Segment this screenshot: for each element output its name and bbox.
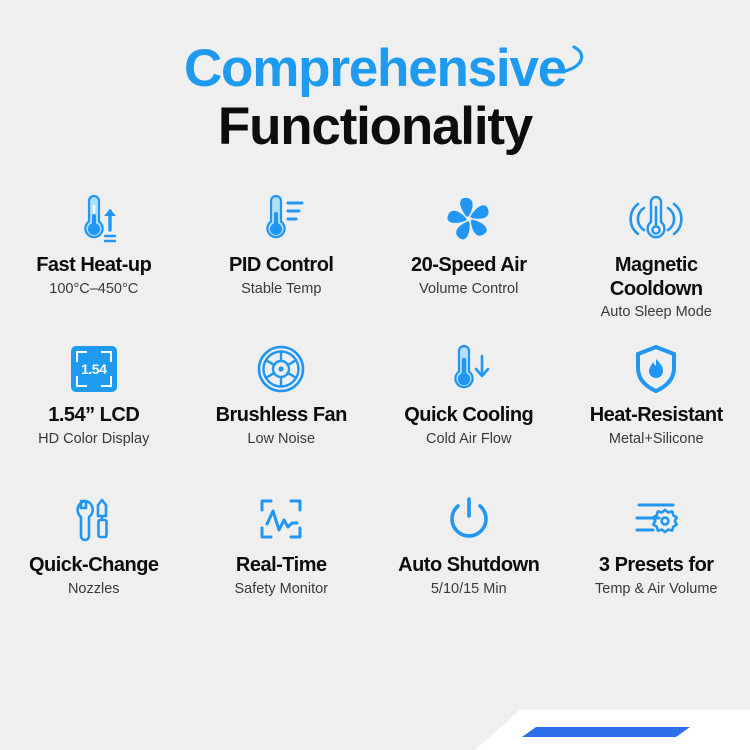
bottom-decoration bbox=[0, 710, 750, 750]
feature-title: PID Control bbox=[229, 254, 334, 277]
feature-title: Auto Shutdown bbox=[398, 554, 540, 577]
corner-bracket-top-right-icon bbox=[100, 351, 112, 363]
title-arc-decoration bbox=[563, 45, 584, 73]
feature-subtitle: 5/10/15 Min bbox=[430, 580, 507, 597]
feature-title: Quick Cooling bbox=[404, 404, 534, 427]
feature-title: Heat-Resistant bbox=[589, 404, 724, 427]
feature-subtitle: Volume Control bbox=[419, 280, 519, 297]
thermometer-levels-icon bbox=[254, 190, 308, 248]
feature-title: 1.54” LCD bbox=[48, 404, 140, 427]
scan-waveform-icon bbox=[254, 490, 308, 548]
feature-title: Quick-Change bbox=[28, 554, 159, 577]
corner-bracket-bottom-right-icon bbox=[100, 376, 112, 388]
feature-subtitle: Stable Temp bbox=[241, 280, 322, 297]
feature-title: Real-Time bbox=[235, 554, 327, 577]
feature-row: Quick-Change Nozzles Real-Time Safety Mo… bbox=[0, 490, 750, 625]
brushless-fan-wheel-icon bbox=[254, 340, 308, 398]
feature-item-magnetic-cooldown: Magnetic Cooldown Auto Sleep Mode bbox=[563, 190, 750, 322]
feature-item-pid-control: PID Control Stable Temp bbox=[188, 190, 376, 298]
corner-bracket-bottom-left-icon bbox=[75, 376, 87, 388]
feature-item-quick-change: Quick-Change Nozzles bbox=[0, 490, 188, 598]
feature-title: Brushless Fan bbox=[215, 404, 348, 427]
feature-subtitle: Temp & Air Volume bbox=[595, 580, 718, 597]
feature-item-real-time: Real-Time Safety Monitor bbox=[188, 490, 376, 598]
feature-item-lcd: 1.54 1.54” LCD HD Color Display bbox=[0, 340, 188, 448]
feature-subtitle: Low Noise bbox=[247, 430, 316, 447]
page-title-primary-text: Comprehensive bbox=[183, 39, 567, 98]
feature-item-20-speed-air: 20-Speed Air Volume Control bbox=[375, 190, 563, 298]
feature-item-brushless-fan: Brushless Fan Low Noise bbox=[188, 340, 376, 448]
feature-row: 1.54 1.54” LCD HD Color Display bbox=[0, 340, 750, 490]
feature-item-fast-heat-up: Fast Heat-up 100°C–450°C bbox=[0, 190, 188, 298]
sliders-gear-icon bbox=[629, 490, 683, 548]
feature-item-heat-resistant: Heat-Resistant Metal+Silicone bbox=[563, 340, 750, 448]
shield-flame-icon bbox=[629, 340, 683, 398]
page-header: Comprehensive Functionality bbox=[0, 0, 750, 154]
feature-subtitle: Cold Air Flow bbox=[426, 430, 512, 447]
feature-subtitle: HD Color Display bbox=[38, 430, 150, 447]
lcd-badge: 1.54 bbox=[70, 346, 117, 393]
power-button-icon bbox=[442, 490, 496, 548]
feature-grid: Fast Heat-up 100°C–450°C PID Control Sta… bbox=[0, 190, 750, 625]
thermometer-up-icon bbox=[67, 190, 121, 248]
lcd-size-label: 1.54 bbox=[81, 361, 107, 378]
feature-item-quick-cooling: Quick Cooling Cold Air Flow bbox=[375, 340, 563, 448]
feature-subtitle: Nozzles bbox=[67, 580, 120, 597]
feature-title: Magnetic Cooldown bbox=[609, 254, 703, 300]
thermometer-waves-icon bbox=[629, 190, 683, 248]
feature-item-3-presets: 3 Presets for Temp & Air Volume bbox=[563, 490, 750, 598]
page-title-primary: Comprehensive bbox=[183, 39, 584, 98]
feature-subtitle: Metal+Silicone bbox=[608, 430, 704, 447]
bottom-decoration-shape bbox=[475, 710, 750, 750]
wrench-screwdriver-icon bbox=[67, 490, 121, 548]
feature-row: Fast Heat-up 100°C–450°C PID Control Sta… bbox=[0, 190, 750, 340]
page-title-secondary: Functionality bbox=[217, 97, 533, 157]
feature-subtitle: Auto Sleep Mode bbox=[600, 304, 712, 321]
feature-title: 20-Speed Air bbox=[410, 254, 527, 277]
feature-subtitle: 100°C–450°C bbox=[49, 280, 139, 297]
corner-bracket-top-left-icon bbox=[75, 351, 87, 363]
lcd-screen-icon: 1.54 bbox=[70, 340, 117, 398]
thermometer-down-icon bbox=[442, 340, 496, 398]
fan-blades-icon bbox=[442, 190, 496, 248]
feature-title: Fast Heat-up bbox=[36, 254, 152, 277]
feature-title: 3 Presets for bbox=[598, 554, 714, 577]
feature-item-auto-shutdown: Auto Shutdown 5/10/15 Min bbox=[375, 490, 563, 598]
feature-subtitle: Safety Monitor bbox=[234, 580, 329, 597]
